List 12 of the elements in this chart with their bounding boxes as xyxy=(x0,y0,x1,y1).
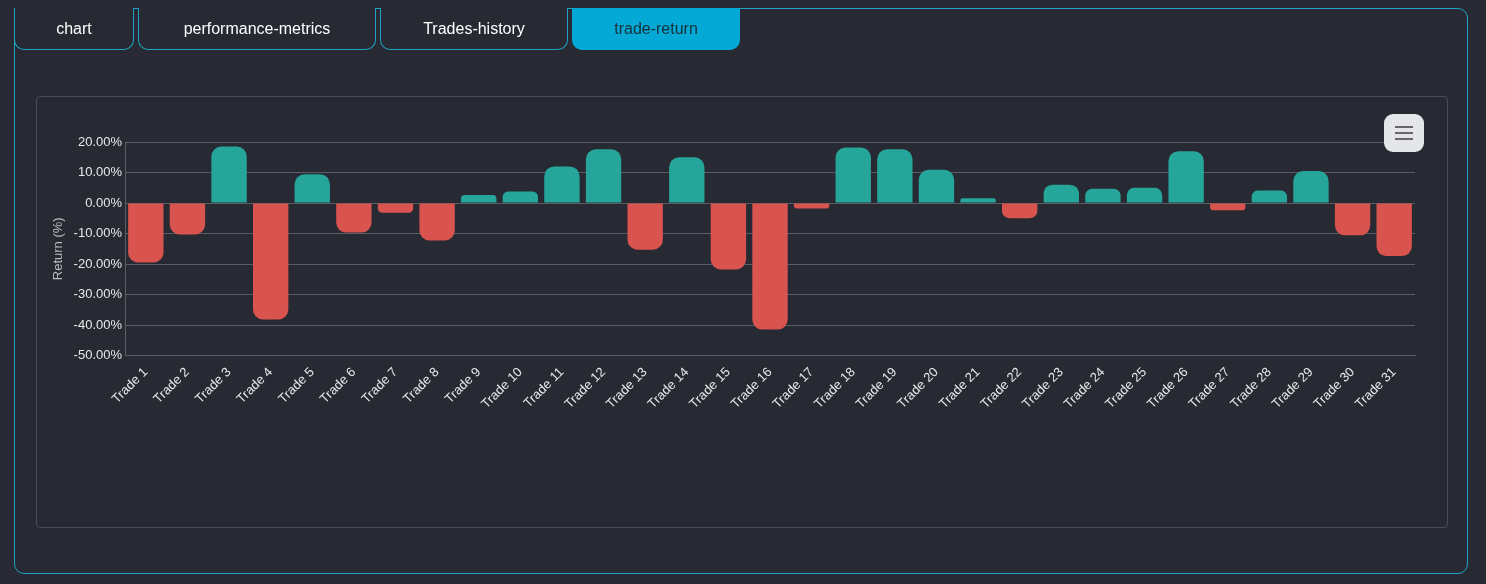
y-tick-label: 20.00% xyxy=(77,133,123,149)
text: Trades-history xyxy=(380,8,568,50)
text: performance-metrics xyxy=(138,8,376,50)
y-tick-label: -40.00% xyxy=(73,316,123,332)
y-tick-label: -50.00% xyxy=(73,347,123,363)
y-tick-label: 0.00% xyxy=(85,194,123,210)
y-tick-label: -30.00% xyxy=(73,286,123,302)
y-axis-title: Return (%) xyxy=(50,217,66,281)
y-tick-label: 10.00% xyxy=(77,164,123,180)
text: chart xyxy=(14,8,134,50)
y-tick-label: -20.00% xyxy=(73,255,123,271)
y-tick-label: -10.00% xyxy=(73,225,123,241)
